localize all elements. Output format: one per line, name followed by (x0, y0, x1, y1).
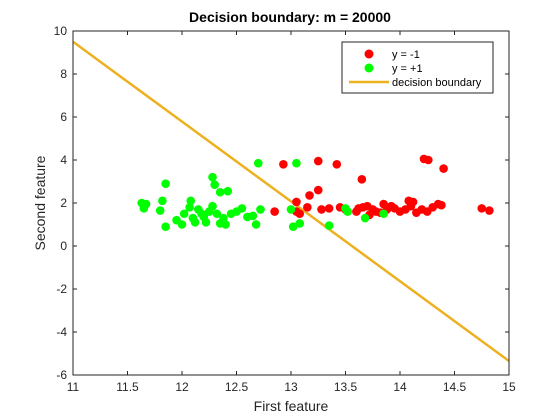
point-positive (253, 158, 263, 168)
x-tick-label: 12 (175, 380, 189, 394)
point-positive (360, 213, 370, 223)
point-positive (212, 209, 222, 219)
point-positive (161, 179, 170, 188)
point-negative (324, 204, 334, 213)
point-positive (288, 222, 298, 231)
x-tick-label: 11 (67, 380, 80, 394)
x-tick-label: 13.5 (334, 380, 358, 394)
point-negative (313, 156, 323, 166)
point-positive (256, 205, 265, 214)
point-positive (210, 180, 219, 190)
point-negative (437, 200, 446, 210)
point-positive (215, 187, 225, 197)
point-negative (270, 207, 279, 216)
point-negative (332, 160, 342, 169)
point-negative (313, 185, 323, 195)
point-positive (161, 222, 170, 231)
point-positive (155, 206, 165, 215)
point-negative (317, 205, 326, 214)
point-negative (424, 155, 433, 165)
point-positive (237, 204, 247, 213)
point-positive (158, 196, 167, 206)
point-positive (208, 172, 217, 182)
chart-title: Decision boundary: m = 20000 (189, 9, 391, 25)
x-axis-label: First feature (254, 398, 329, 414)
y-tick-label: -2 (56, 282, 67, 296)
point-negative (292, 197, 301, 207)
legend-label-negative: y = -1 (392, 49, 420, 61)
x-tick-label: 12.5 (225, 380, 249, 394)
point-positive (186, 196, 196, 206)
y-tick-label: -6 (56, 368, 67, 382)
y-axis-label: Second feature (32, 155, 48, 250)
y-tick-label: 10 (54, 24, 68, 38)
y-tick-label: -4 (56, 325, 67, 339)
plot-area (73, 40, 509, 363)
point-positive (343, 207, 352, 216)
legend-marker-negative (364, 49, 374, 59)
point-positive (221, 220, 230, 229)
decision-boundary-line (73, 40, 509, 363)
point-negative (485, 206, 494, 215)
series-negative (270, 154, 494, 220)
point-positive (286, 205, 296, 214)
point-positive (292, 158, 301, 168)
point-positive (251, 220, 261, 229)
point-positive (141, 199, 151, 209)
point-negative (305, 191, 314, 200)
x-axis: 11 11.5 12 12.5 13 13.5 14 14.5 15 (67, 31, 516, 394)
point-positive (248, 211, 258, 221)
y-tick-label: 4 (60, 153, 67, 167)
point-positive (379, 209, 388, 219)
legend-marker-positive (364, 63, 374, 73)
point-negative (439, 164, 448, 173)
y-tick-label: 8 (60, 67, 67, 81)
y-tick-label: 6 (60, 110, 67, 124)
legend-label-positive: y = +1 (392, 63, 423, 75)
point-positive (295, 219, 305, 228)
point-positive (219, 213, 228, 223)
y-tick-label: 2 (60, 196, 67, 210)
point-positive (208, 201, 217, 211)
x-tick-label: 14 (393, 380, 407, 394)
legend-label-boundary: decision boundary (392, 77, 482, 89)
point-positive (177, 220, 187, 229)
point-negative (303, 203, 312, 212)
series-positive (137, 158, 388, 231)
point-positive (201, 218, 211, 227)
legend: y = -1 y = +1 decision boundary (341, 41, 494, 94)
x-tick-label: 11.5 (116, 380, 139, 394)
point-positive (179, 209, 189, 219)
point-positive (185, 203, 194, 212)
x-tick-label: 15 (502, 380, 516, 394)
point-positive (324, 221, 334, 230)
point-negative (279, 160, 288, 169)
point-negative (477, 204, 487, 213)
point-positive (223, 186, 233, 196)
y-axis: -6 -4 -2 0 2 4 6 8 10 (54, 24, 509, 382)
point-negative (295, 209, 305, 219)
point-negative (357, 175, 367, 184)
x-tick-label: 13 (284, 380, 298, 394)
point-negative (408, 197, 418, 207)
x-tick-label: 14.5 (443, 380, 467, 394)
point-positive (190, 218, 200, 227)
y-tick-label: 0 (60, 239, 67, 253)
